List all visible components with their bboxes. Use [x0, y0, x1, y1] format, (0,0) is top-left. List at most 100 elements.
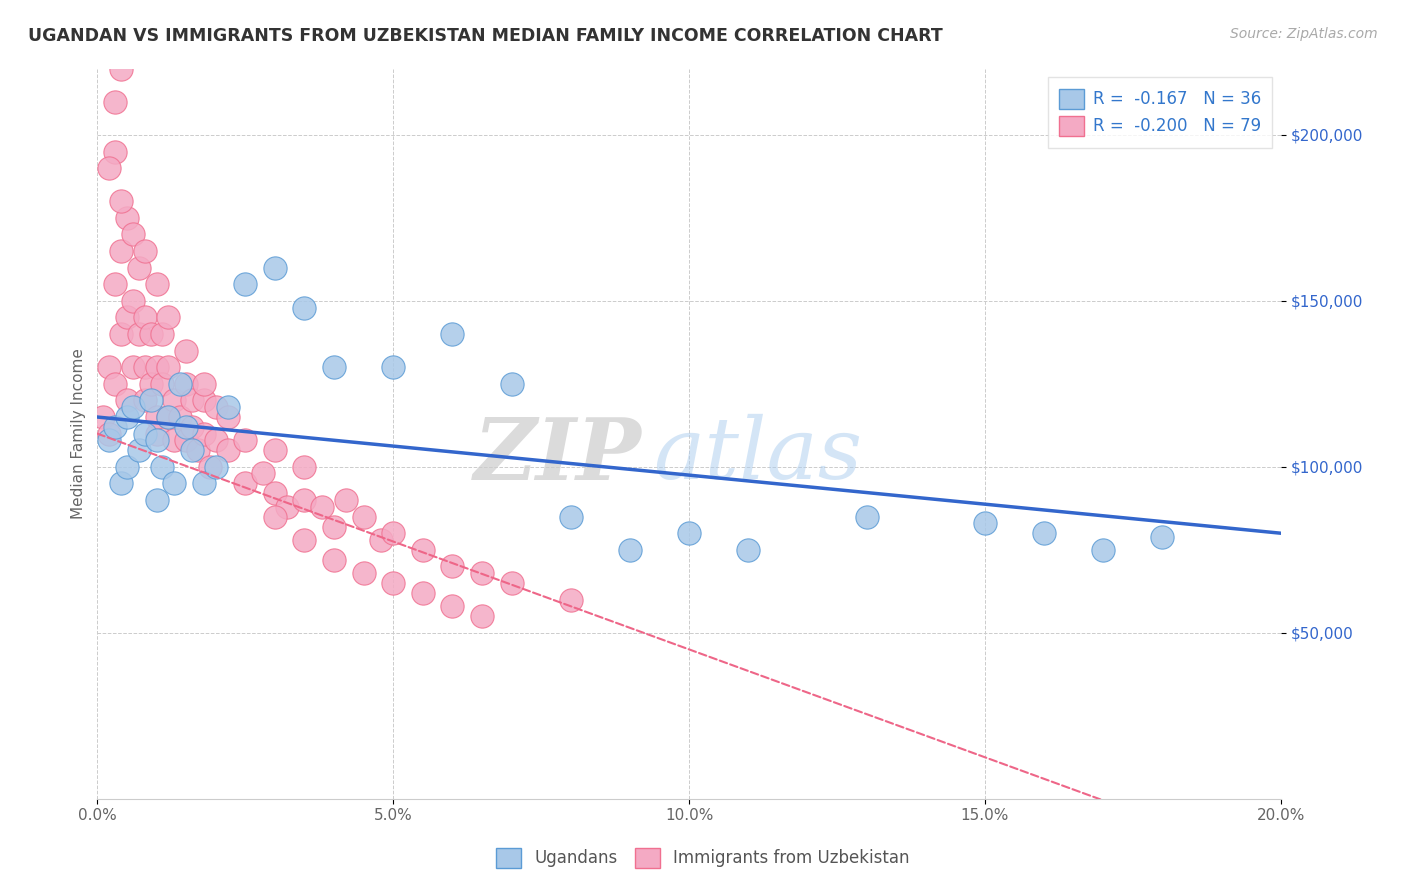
Point	[181, 420, 204, 434]
Point	[139, 376, 162, 391]
Point	[121, 227, 143, 242]
Legend: Ugandans, Immigrants from Uzbekistan: Ugandans, Immigrants from Uzbekistan	[489, 841, 917, 875]
Point	[110, 244, 132, 258]
Point	[157, 410, 180, 425]
Point	[855, 509, 877, 524]
Point	[163, 393, 186, 408]
Point	[139, 393, 162, 408]
Point	[382, 360, 405, 375]
Point	[217, 410, 239, 425]
Point	[152, 327, 174, 342]
Legend: R =  -0.167   N = 36, R =  -0.200   N = 79: R = -0.167 N = 36, R = -0.200 N = 79	[1047, 77, 1272, 147]
Point	[134, 244, 156, 258]
Point	[104, 95, 127, 109]
Point	[193, 393, 215, 408]
Point	[233, 277, 256, 292]
Point	[91, 410, 114, 425]
Point	[121, 360, 143, 375]
Point	[252, 467, 274, 481]
Point	[152, 376, 174, 391]
Point	[233, 434, 256, 448]
Point	[560, 509, 582, 524]
Point	[128, 327, 150, 342]
Point	[311, 500, 333, 514]
Point	[560, 592, 582, 607]
Point	[323, 360, 346, 375]
Point	[501, 376, 523, 391]
Point	[139, 327, 162, 342]
Point	[110, 62, 132, 76]
Point	[412, 586, 434, 600]
Point	[163, 434, 186, 448]
Point	[276, 500, 298, 514]
Point	[204, 400, 226, 414]
Point	[181, 393, 204, 408]
Point	[98, 426, 121, 441]
Point	[174, 420, 197, 434]
Point	[104, 145, 127, 159]
Point	[323, 553, 346, 567]
Point	[98, 434, 121, 448]
Point	[174, 434, 197, 448]
Point	[198, 459, 221, 474]
Point	[169, 410, 191, 425]
Point	[193, 376, 215, 391]
Point	[128, 260, 150, 275]
Text: ZIP: ZIP	[474, 414, 641, 498]
Point	[263, 443, 285, 458]
Point	[441, 599, 464, 614]
Point	[115, 410, 138, 425]
Point	[110, 327, 132, 342]
Point	[98, 161, 121, 175]
Point	[115, 310, 138, 325]
Point	[174, 376, 197, 391]
Point	[115, 393, 138, 408]
Point	[323, 519, 346, 533]
Point	[294, 533, 316, 547]
Point	[110, 476, 132, 491]
Point	[217, 443, 239, 458]
Point	[145, 410, 167, 425]
Point	[294, 493, 316, 508]
Point	[204, 434, 226, 448]
Point	[134, 426, 156, 441]
Point	[157, 310, 180, 325]
Point	[128, 443, 150, 458]
Point	[187, 443, 209, 458]
Y-axis label: Median Family Income: Median Family Income	[72, 348, 86, 519]
Point	[263, 260, 285, 275]
Point	[353, 509, 375, 524]
Point	[974, 516, 997, 531]
Point	[110, 194, 132, 209]
Point	[145, 277, 167, 292]
Point	[501, 576, 523, 591]
Text: Source: ZipAtlas.com: Source: ZipAtlas.com	[1230, 27, 1378, 41]
Point	[98, 360, 121, 375]
Point	[217, 400, 239, 414]
Point	[370, 533, 392, 547]
Point	[134, 310, 156, 325]
Point	[1152, 529, 1174, 543]
Point	[441, 327, 464, 342]
Point	[471, 609, 494, 624]
Point	[145, 360, 167, 375]
Point	[619, 542, 641, 557]
Point	[335, 493, 357, 508]
Point	[134, 393, 156, 408]
Point	[104, 420, 127, 434]
Point	[204, 459, 226, 474]
Point	[263, 509, 285, 524]
Point	[294, 301, 316, 315]
Point	[1033, 526, 1056, 541]
Point	[152, 459, 174, 474]
Point	[441, 559, 464, 574]
Point	[382, 526, 405, 541]
Point	[145, 426, 167, 441]
Point	[294, 459, 316, 474]
Point	[145, 493, 167, 508]
Point	[471, 566, 494, 580]
Point	[233, 476, 256, 491]
Point	[121, 293, 143, 308]
Point	[115, 211, 138, 225]
Point	[263, 486, 285, 500]
